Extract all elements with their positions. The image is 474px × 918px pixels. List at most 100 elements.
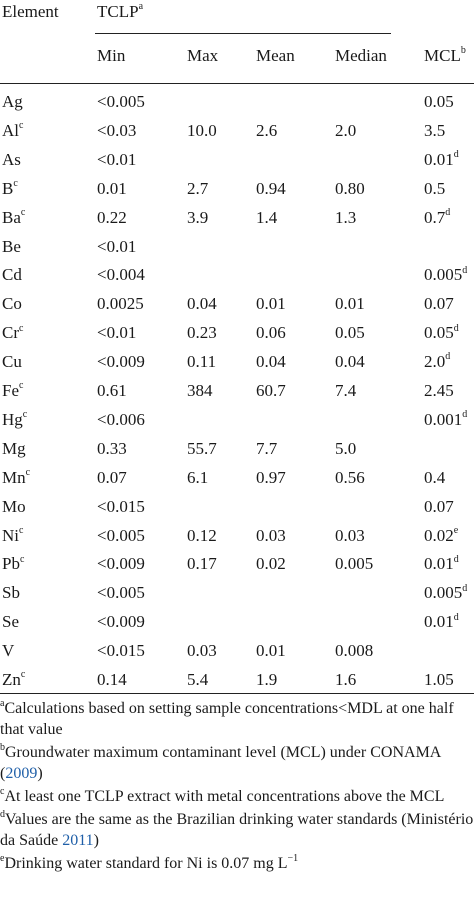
cell-element-sup: c [19, 120, 24, 132]
cell-mcl: 0.07 [424, 294, 454, 314]
cell-max: 0.12 [187, 525, 217, 545]
cell-element-sup: c [22, 409, 28, 421]
table-row: Crc <0.01 0.23 0.06 0.05 0.05d [0, 319, 474, 346]
cell-mean: 0.04 [256, 352, 286, 372]
cell-element-label: As [2, 149, 21, 169]
cell-mcl-sup: d [462, 582, 468, 594]
cell-element-label: Zn [2, 670, 21, 689]
header-element: Element [2, 2, 59, 21]
cell-mcl: 0.005d [424, 265, 467, 285]
cell-mcl-sup: d [453, 149, 459, 161]
cell-max: 3.9 [187, 207, 209, 227]
cell-mcl: 0.05d [424, 323, 459, 343]
unit-exponent: −1 [287, 852, 299, 864]
cell-median: 5.0 [335, 438, 357, 458]
table-row: Bc 0.01 2.7 0.94 0.80 0.5 [0, 175, 474, 202]
col-head-mean: Mean [256, 46, 295, 65]
cell-element-label: Fe [2, 381, 19, 400]
cell-mcl: 0.01d [424, 612, 459, 632]
header-tclp-sup: a [138, 1, 144, 13]
cell-max: 0.11 [187, 352, 217, 372]
cell-element-label: Mo [2, 496, 26, 516]
cell-min: <0.009 [97, 612, 145, 632]
cell-element: As [2, 150, 21, 170]
col-head-max: Max [187, 46, 219, 65]
cell-min: 0.07 [97, 467, 127, 487]
cell-element: Pbc [2, 554, 24, 574]
table-row: Co 0.0025 0.04 0.01 0.01 0.07 [0, 290, 474, 317]
table-row: Alc <0.03 10.0 2.6 2.0 3.5 [0, 117, 474, 144]
cell-element: Mg [2, 439, 26, 459]
cell-mcl-sup: d [453, 611, 459, 623]
cell-min: <0.015 [97, 641, 145, 661]
cell-element-sup: c [19, 380, 24, 392]
cell-element: Mnc [2, 468, 30, 488]
cell-element-label: Cu [2, 352, 22, 372]
footnote-mark: c [0, 785, 5, 797]
cell-mcl-sup: d [453, 322, 459, 334]
cell-mcl-value: 0.5 [424, 178, 446, 198]
cell-max: 384 [187, 381, 213, 400]
cell-mcl-sup: e [453, 524, 459, 536]
cell-mcl: 0.005d [424, 583, 467, 603]
cell-element: Be [2, 237, 21, 257]
cell-max: 0.17 [187, 554, 217, 574]
footnote: dValues are the same as the Brazilian dr… [0, 809, 474, 851]
footnote-text: At least one TCLP extract with metal con… [4, 788, 445, 805]
cell-element-label: B [2, 178, 14, 198]
cell-min: <0.005 [97, 525, 145, 545]
cell-mcl: 1.05 [424, 670, 454, 690]
header-tclp-label: TCLP [97, 2, 139, 21]
footnote: aCalculations based on setting sample co… [0, 698, 474, 740]
cell-median: 0.005 [335, 554, 374, 574]
cell-element: Mo [2, 497, 26, 517]
cell-mcl-value: 0.07 [424, 496, 454, 516]
footnote: bGroundwater maximum contaminant level (… [0, 742, 474, 784]
header-tclp: TCLPa [97, 2, 143, 22]
cell-mean: 1.4 [256, 207, 278, 227]
col-head-mcl-label: MCL [424, 46, 461, 65]
cell-mean: 0.02 [256, 554, 286, 574]
cell-min: 0.33 [97, 438, 127, 458]
cell-mcl-value: 0.01 [424, 554, 454, 574]
cell-mcl-sup: d [445, 351, 451, 363]
cell-mcl: 0.4 [424, 468, 445, 488]
cell-element: Cu [2, 352, 22, 372]
cell-mcl-value: 0.001 [424, 409, 463, 429]
cell-mcl: 0.5 [424, 179, 445, 199]
cell-element-label: Ni [2, 525, 19, 545]
footnote: eDrinking water standard for Ni is 0.07 … [0, 853, 474, 874]
cell-min: <0.009 [97, 352, 145, 372]
footnote-tail: ) [37, 765, 43, 782]
cell-min: <0.004 [97, 265, 145, 285]
table-row: Znc 0.14 5.4 1.9 1.6 1.05 [0, 666, 474, 693]
cell-median: 1.3 [335, 207, 357, 227]
cell-mean: 2.6 [256, 120, 278, 140]
cell-median: 0.01 [335, 294, 365, 314]
cell-mcl: 0.07 [424, 497, 454, 517]
citation-link[interactable]: 2011 [62, 832, 94, 849]
cell-min: <0.005 [97, 583, 145, 603]
cell-element: Co [2, 294, 22, 314]
cell-mean: 0.03 [256, 525, 286, 545]
cell-mcl: 0.05 [424, 92, 454, 112]
table-row: As <0.01 0.01d [0, 146, 474, 173]
cell-element-label: V [2, 641, 15, 661]
cell-max: 0.23 [187, 323, 217, 343]
cell-element-sup: c [25, 467, 31, 479]
citation-link[interactable]: 2009 [5, 765, 38, 782]
col-head-min: Min [97, 46, 126, 65]
cell-element-label: Sb [2, 583, 20, 603]
header-rule [0, 83, 474, 84]
footnote-mark: e [0, 852, 5, 864]
cell-min: 0.22 [97, 207, 127, 227]
cell-mcl-value: 0.01 [424, 612, 454, 632]
cell-mcl-sup: d [445, 206, 451, 218]
cell-median: 2.0 [335, 120, 357, 140]
cell-median: 0.008 [335, 641, 374, 661]
table-row: Nic <0.005 0.12 0.03 0.03 0.02e [0, 522, 474, 549]
cell-max: 0.03 [187, 641, 217, 661]
cell-element: Bac [2, 207, 25, 228]
cell-element: Cd [2, 265, 22, 285]
